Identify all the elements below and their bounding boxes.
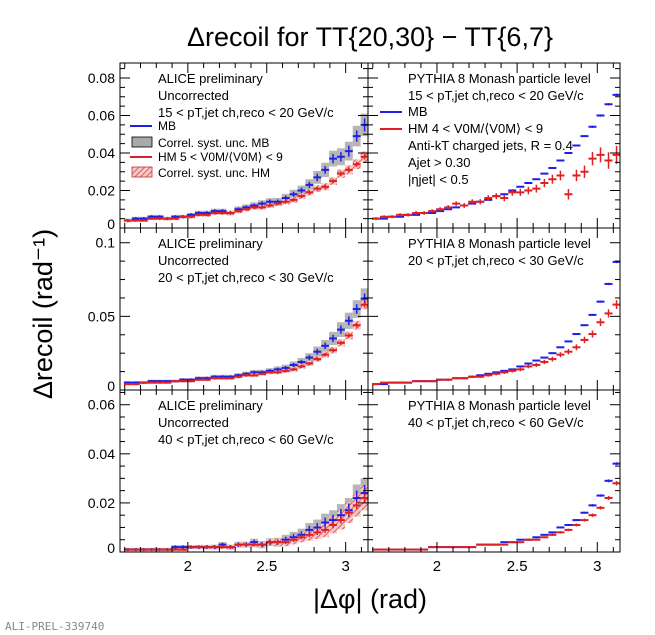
panel-text: PYTHIA 8 Monash particle level <box>408 398 591 413</box>
panel-text: Uncorrected <box>158 415 229 430</box>
panel-text: 40 < pT,jet ch,reco < 60 GeV/c <box>158 432 334 447</box>
x-tick-label: 3 <box>341 558 349 575</box>
legend-mb-band-swatch <box>131 136 153 148</box>
panel-text: 15 < pT,jet ch,reco < 20 GeV/c <box>158 105 334 120</box>
legend-jets-label: Anti-kT charged jets, R = 0.4 <box>408 138 573 153</box>
panel-text: PYTHIA 8 Monash particle level <box>408 236 591 251</box>
panel-frame <box>367 389 621 553</box>
panel-text: 20 < pT,jet ch,reco < 30 GeV/c <box>408 253 584 268</box>
y-tick-label: 0.05 <box>88 308 115 324</box>
y-tick-label: 0 <box>107 378 115 394</box>
y-tick-label: 0.08 <box>88 70 115 86</box>
panel-text: Uncorrected <box>158 88 229 103</box>
panel-pythia-20-30: PYTHIA 8 Monash particle level 20 < pT,je… <box>367 227 621 391</box>
x-tick-label: 2 <box>433 558 441 575</box>
y-tick-label: 0.04 <box>88 145 115 161</box>
panel-text: Uncorrected <box>158 253 229 268</box>
y-tick-label: 0.02 <box>88 183 115 199</box>
plot-grid: 0 0.02 0.04 0.06 0.08 ALICE preliminary Uncorr… <box>88 62 621 575</box>
x-tick-label: 2.5 <box>507 558 528 575</box>
legend-mb-pythia-label: MB <box>408 104 428 119</box>
legend-hm-label: HM 5 < V0M/⟨V0M⟩ < 9 <box>158 150 283 164</box>
legend-eta-label: |ηjet| < 0.5 <box>408 172 469 187</box>
x-axis-label: |Δφ| (rad) <box>313 584 427 614</box>
panel-data-40-60: 2 2.5 3 0 0.02 0.04 0.06 ALICE preliminary Uncor… <box>88 389 369 575</box>
y-tick-label: 0 <box>107 540 115 556</box>
legend-correl-hm-label: Correl. syst. unc. HM <box>158 166 270 180</box>
figure-title: Δrecoil for TT{20,30} − TT{6,7} <box>187 22 553 52</box>
y-tick-label: 0.02 <box>88 495 115 511</box>
x-tick-label: 2.5 <box>256 558 277 575</box>
panel-text: ALICE preliminary <box>158 398 263 413</box>
panel-text: PYTHIA 8 Monash particle level <box>408 71 591 86</box>
x-tick-label: 2 <box>184 558 192 575</box>
watermark: ALI-PREL-339740 <box>5 620 104 633</box>
panel-data-20-30: 0 0.05 0.1 ALICE preliminary Uncorrected 20 <… <box>88 227 369 394</box>
legend-pythia: MB HM 4 < V0M/⟨V0M⟩ < 9 Anti-kT charged je… <box>380 104 573 187</box>
panel-text: ALICE preliminary <box>158 236 263 251</box>
panel-text: 15 < pT,jet ch,reco < 20 GeV/c <box>408 88 584 103</box>
legend-correl-mb-label: Correl. syst. unc. MB <box>158 136 269 150</box>
legend-mb-label: MB <box>158 119 176 133</box>
legend-hm-band-swatch <box>131 166 153 178</box>
x-tick-label: 3 <box>593 558 601 575</box>
panel-text: 40 < pT,jet ch,reco < 60 GeV/c <box>408 415 584 430</box>
y-tick-label: 0.04 <box>88 446 115 462</box>
panel-text: ALICE preliminary <box>158 71 263 86</box>
legend-hm-pythia-label: HM 4 < V0M/⟨V0M⟩ < 9 <box>408 121 543 136</box>
panel-pythia-40-60: 2 2.5 3 PYTHIA 8 Monash particle level 40 < … <box>367 389 621 575</box>
y-tick-label: 0.06 <box>88 397 115 413</box>
y-tick-label: 0.06 <box>88 108 115 124</box>
y-tick-label: 0 <box>107 216 115 232</box>
legend-ajet-label: Ajet > 0.30 <box>408 155 471 170</box>
y-tick-label: 0.1 <box>96 235 116 251</box>
panel-text: 20 < pT,jet ch,reco < 30 GeV/c <box>158 270 334 285</box>
panel-pythia-15-20: PYTHIA 8 Monash particle level 15 < pT,je… <box>367 62 621 229</box>
panel-data-15-20: 0 0.02 0.04 0.06 0.08 ALICE preliminary Uncorr… <box>88 62 369 232</box>
y-axis-label: Δrecoil (rad⁻¹) <box>28 229 58 399</box>
